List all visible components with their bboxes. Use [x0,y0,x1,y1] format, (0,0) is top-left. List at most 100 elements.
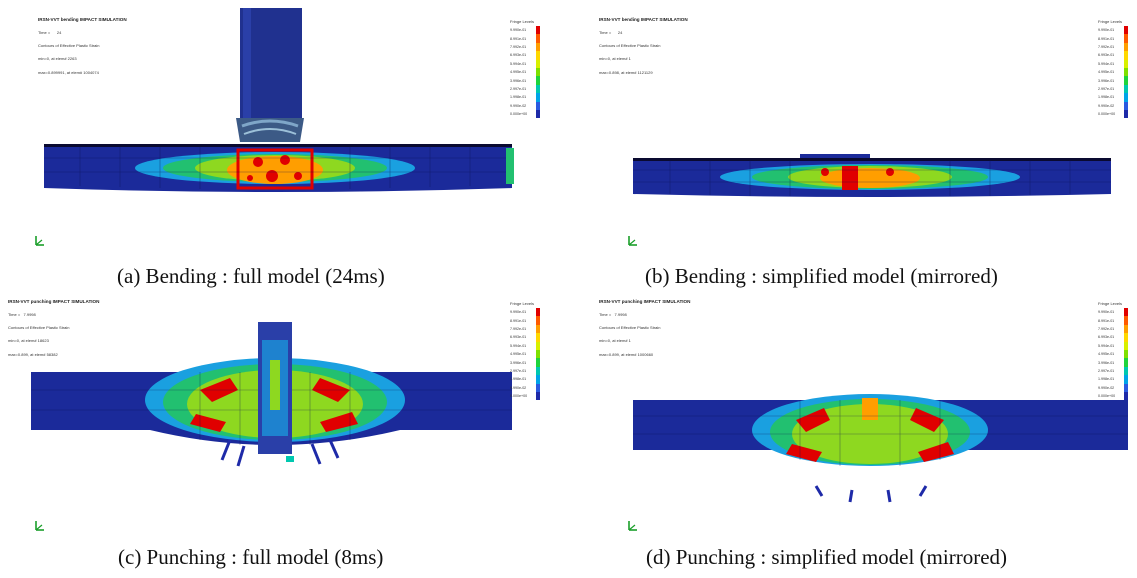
fringe-level-swatch [1124,76,1128,85]
fringe-level-swatch [1124,333,1128,342]
fringe-level-swatch [536,308,540,317]
fringe-level-swatch [536,341,540,350]
fringe-level-label: 8.991e-01 [510,36,527,41]
fringe-level-label: 7.992e-01 [510,326,527,331]
fringe-level-label: 4.995e-01 [510,352,527,357]
fringe-level: 9.990e-02 [1098,101,1137,110]
panel-caption: (d) Punching : simplified model (mirrore… [646,545,1008,569]
axis-triad-icon [628,236,637,246]
fringe-level-swatch [536,316,540,325]
simulation-header: IRSN-VVT punching IMPACT SIMULATION Time… [599,298,691,357]
axis-triad-icon [628,521,637,531]
fringe-level: 8.991e-01 [510,34,554,43]
fringe-level-swatch [536,42,540,52]
fringe-level-swatch [1124,42,1128,52]
fringe-legend: Fringe Levels 9.990e-01 8.991e-01 7.992e-01… [1098,301,1137,401]
fringe-level: 1.998e-01 [1098,93,1137,102]
fringe-level-label: 1.998e-01 [510,377,527,382]
fringe-level: 4.995e-01 [510,349,554,359]
fringe-level-swatch [1124,26,1128,35]
panel-b: IRSN-VVT bending IMPACT SIMULATION Time … [570,0,1137,290]
fringe-level-swatch [536,93,540,102]
fringe-level-label: 8.991e-01 [510,318,527,323]
fringe-level-swatch [1124,34,1128,43]
fringe-level-label: 3.996e-01 [510,78,527,83]
fringe-level-label: 5.994e-01 [1098,343,1115,348]
fringe-level: 2.997e-01 [510,366,554,376]
fringe-level-label: 1.998e-01 [1098,95,1115,100]
fringe-level-swatch [536,67,540,77]
fringe-level-label: 9.990e-01 [510,28,527,33]
fringe-level-swatch [1124,383,1128,392]
fringe-level: 3.996e-01 [1098,76,1137,85]
fringe-level-label: 9.990e-01 [510,310,527,315]
fringe-level-swatch [1124,51,1128,60]
fringe-level-swatch [1124,67,1128,77]
fringe-level: 9.990e-01 [1098,26,1137,35]
fringe-level: 5.994e-01 [1098,341,1137,350]
fringe-level: 4.995e-01 [510,67,554,77]
fringe-level-label: 3.996e-01 [1098,78,1115,83]
fringe-level: 9.990e-01 [510,26,554,35]
fringe-level-label: 2.997e-01 [510,368,527,373]
fringe-legend-title: Fringe Levels [1098,301,1123,306]
fringe-level-label: 3.996e-01 [510,360,527,365]
panel-caption: (a) Bending : full model (24ms) [117,264,385,288]
fringe-level: 8.991e-01 [1098,316,1137,325]
fringe-level-swatch [1124,391,1128,401]
fringe-level-swatch [1124,375,1128,384]
fringe-level-swatch [536,76,540,85]
fringe-level-label: 5.994e-01 [510,61,527,66]
fringe-level-label: 2.997e-01 [1098,368,1115,373]
fringe-level-label: 1.998e-01 [510,95,527,100]
axis-triad-icon [35,236,44,246]
punching-full-model-render [31,322,512,467]
fringe-level-swatch [536,366,540,376]
fringe-level-label: 6.993e-01 [510,53,527,58]
fringe-level-swatch [536,34,540,43]
fringe-level: 9.990e-02 [1098,383,1137,392]
fringe-level: 0.000e+00 [1098,391,1137,401]
fringe-level: 2.997e-01 [510,84,554,94]
fringe-level-label: 0.000e+00 [510,112,528,117]
fringe-level-swatch [536,333,540,342]
fringe-level-swatch [536,383,540,392]
fringe-level-label: 4.995e-01 [1098,70,1115,75]
fringe-level: 0.000e+00 [510,391,554,401]
fringe-level: 0.000e+00 [510,109,554,119]
fringe-level-swatch [1124,366,1128,376]
fringe-level-swatch [536,375,540,384]
fringe-level-swatch [536,101,540,110]
fringe-level-swatch [536,349,540,359]
fringe-level-label: 0.000e+00 [510,394,528,399]
panel-c: IRSN-VVT punching IMPACT SIMULATION Time… [0,290,560,578]
fringe-level-label: 9.990e-01 [1098,28,1115,33]
bending-full-model-render [44,8,514,192]
fringe-level: 3.996e-01 [510,76,554,85]
punching-simplified-model-render [633,394,1128,503]
impactor-plate [800,154,870,159]
fringe-level-label: 5.994e-01 [1098,61,1115,66]
fringe-level: 4.995e-01 [1098,67,1137,77]
fringe-level: 4.995e-01 [1098,349,1137,359]
fringe-level-label: 8.991e-01 [1098,318,1115,323]
fringe-legend-title: Fringe Levels [510,19,535,24]
fringe-level-swatch [1124,341,1128,350]
fringe-level-swatch [536,51,540,60]
simulation-header: IRSN-VVT bending IMPACT SIMULATION Time … [599,16,688,75]
fringe-level: 1.998e-01 [510,93,554,102]
fringe-level-swatch [1124,84,1128,94]
fringe-level-label: 0.000e+00 [1098,112,1116,117]
fringe-level-swatch [536,59,540,68]
fringe-level: 2.997e-01 [1098,84,1137,94]
fringe-level-label: 2.997e-01 [510,86,527,91]
fringe-level-label: 0.000e+00 [1098,394,1116,399]
fringe-level: 9.990e-02 [510,101,554,110]
simulation-header: IRSN-VVT bending IMPACT SIMULATION Time … [38,16,127,75]
fringe-level-label: 7.992e-01 [1098,326,1115,331]
fringe-level-label: 9.990e-02 [1098,103,1115,108]
panel-d: IRSN-VVT punching IMPACT SIMULATION Time… [570,290,1137,578]
fringe-level-swatch [1124,316,1128,325]
fringe-level: 9.990e-02 [510,383,554,392]
fringe-level-swatch [536,391,540,401]
